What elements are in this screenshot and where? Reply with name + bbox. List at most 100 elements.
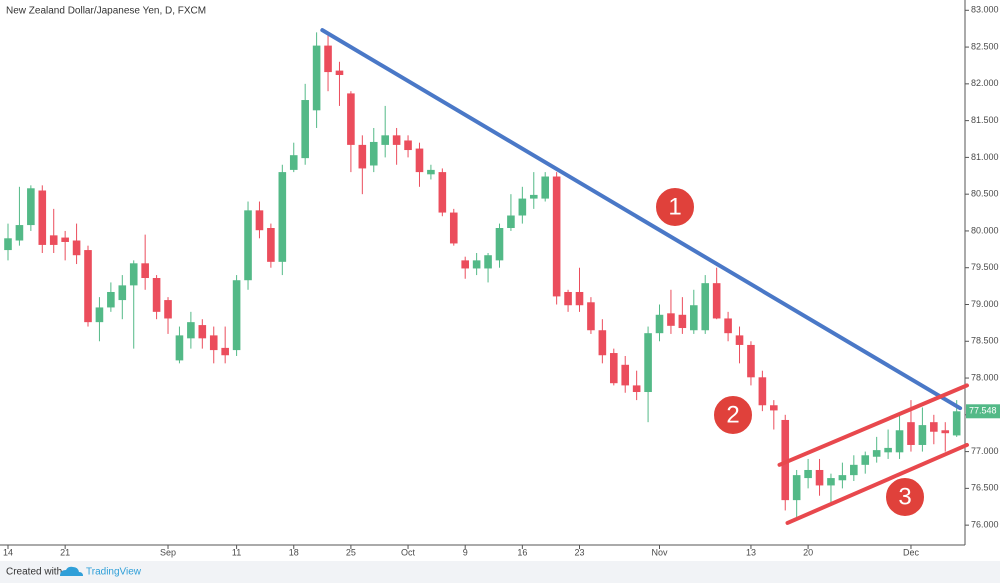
y-tick-label: 81.500 <box>971 115 999 125</box>
candle-body <box>930 422 938 432</box>
candle-body <box>209 335 218 351</box>
candle-body <box>369 141 378 166</box>
candle-body <box>72 240 81 256</box>
candle-body <box>61 237 69 242</box>
plot: 76.00076.50077.00077.50078.00078.50079.0… <box>3 5 1000 557</box>
candle-body <box>587 302 595 331</box>
x-tick-label: 16 <box>517 547 527 557</box>
candle-body <box>952 411 961 436</box>
y-tick-label: 81.000 <box>971 152 999 162</box>
annotation-badge <box>654 186 696 228</box>
candle-body <box>529 194 538 199</box>
candle-body <box>678 314 687 329</box>
candle-body <box>861 455 870 465</box>
trendline <box>320 28 963 411</box>
candle-body <box>575 291 584 306</box>
trendline <box>785 442 969 525</box>
x-tick-label: Oct <box>401 547 416 557</box>
candle-body <box>609 353 618 384</box>
candle-body <box>541 176 550 199</box>
candle-body <box>221 347 229 356</box>
candle-body <box>267 228 275 262</box>
candle-body <box>564 291 572 306</box>
candle-body <box>850 464 858 476</box>
candle-body <box>415 148 424 173</box>
candle-body <box>815 469 824 486</box>
candle-body <box>164 300 172 319</box>
x-tick-label: 11 <box>232 547 241 557</box>
y-tick-label: 79.500 <box>971 262 999 272</box>
candle-body <box>392 135 401 145</box>
candle-body <box>598 330 607 356</box>
x-tick-label: 14 <box>3 547 13 557</box>
x-tick-label: Nov <box>652 547 669 557</box>
last-price-label: 77.548 <box>969 406 997 416</box>
candle-body <box>735 335 744 345</box>
last-price-tag <box>966 404 1000 419</box>
candle-body <box>324 45 332 73</box>
y-tick-label: 80.000 <box>971 225 999 235</box>
y-tick-label: 78.500 <box>971 336 999 346</box>
candle-body <box>472 260 481 269</box>
candle-body <box>438 172 447 213</box>
x-tick-label: 18 <box>289 547 299 557</box>
candle-body <box>107 291 115 308</box>
candle-body <box>552 176 561 297</box>
candle-body <box>232 280 241 351</box>
candle-body <box>49 235 58 245</box>
candle-body <box>781 419 790 501</box>
candle-body <box>827 478 835 486</box>
y-tick-label: 76.500 <box>971 483 999 493</box>
annotation-label: 2 <box>726 401 739 428</box>
candle-body <box>655 314 664 334</box>
candle-body <box>427 169 435 175</box>
candle-body <box>289 155 298 170</box>
candle-body <box>872 450 881 457</box>
candle-body <box>838 475 847 481</box>
candle-body <box>644 333 652 393</box>
candle-body <box>792 475 801 501</box>
candle-body <box>118 285 127 301</box>
candle-body <box>758 377 767 406</box>
x-tick-label: 25 <box>346 547 356 557</box>
candle-body <box>518 198 527 216</box>
x-tick-label: 21 <box>60 547 70 557</box>
footer-created: Created with <box>6 567 62 578</box>
candle-body <box>38 190 47 245</box>
candle-body <box>724 318 732 334</box>
annotation-label: 3 <box>898 483 911 510</box>
footer-bar <box>0 561 1000 583</box>
candle-body <box>884 447 892 453</box>
footer-brand: TradingView <box>86 567 142 578</box>
x-tick-label: 13 <box>746 547 756 557</box>
candle-body <box>27 188 35 226</box>
trendline <box>777 383 969 467</box>
annotation-label: 1 <box>668 193 681 220</box>
y-tick-label: 77.000 <box>971 446 999 456</box>
candle-body <box>461 260 469 269</box>
candle-body <box>941 430 950 434</box>
candle-body <box>701 283 710 331</box>
x-tick-label: 9 <box>463 547 468 557</box>
candle-body <box>278 172 287 262</box>
candle-body <box>347 93 355 145</box>
candle-body <box>141 263 149 279</box>
candle-body <box>152 278 161 312</box>
candle-body <box>129 263 138 286</box>
candle-body <box>507 215 515 229</box>
candle-body <box>712 283 721 319</box>
candle-body <box>198 325 207 339</box>
candle-body <box>747 344 755 378</box>
annotation-badge <box>884 476 926 518</box>
candle-body <box>667 313 675 326</box>
candle-body <box>335 70 344 76</box>
candle-body <box>358 144 367 169</box>
candle-body <box>632 385 641 393</box>
x-tick-label: Sep <box>160 547 176 557</box>
candle-body <box>255 210 264 231</box>
y-tick-label: 80.500 <box>971 189 999 199</box>
candle-body <box>621 364 630 386</box>
candle-body <box>895 430 904 453</box>
